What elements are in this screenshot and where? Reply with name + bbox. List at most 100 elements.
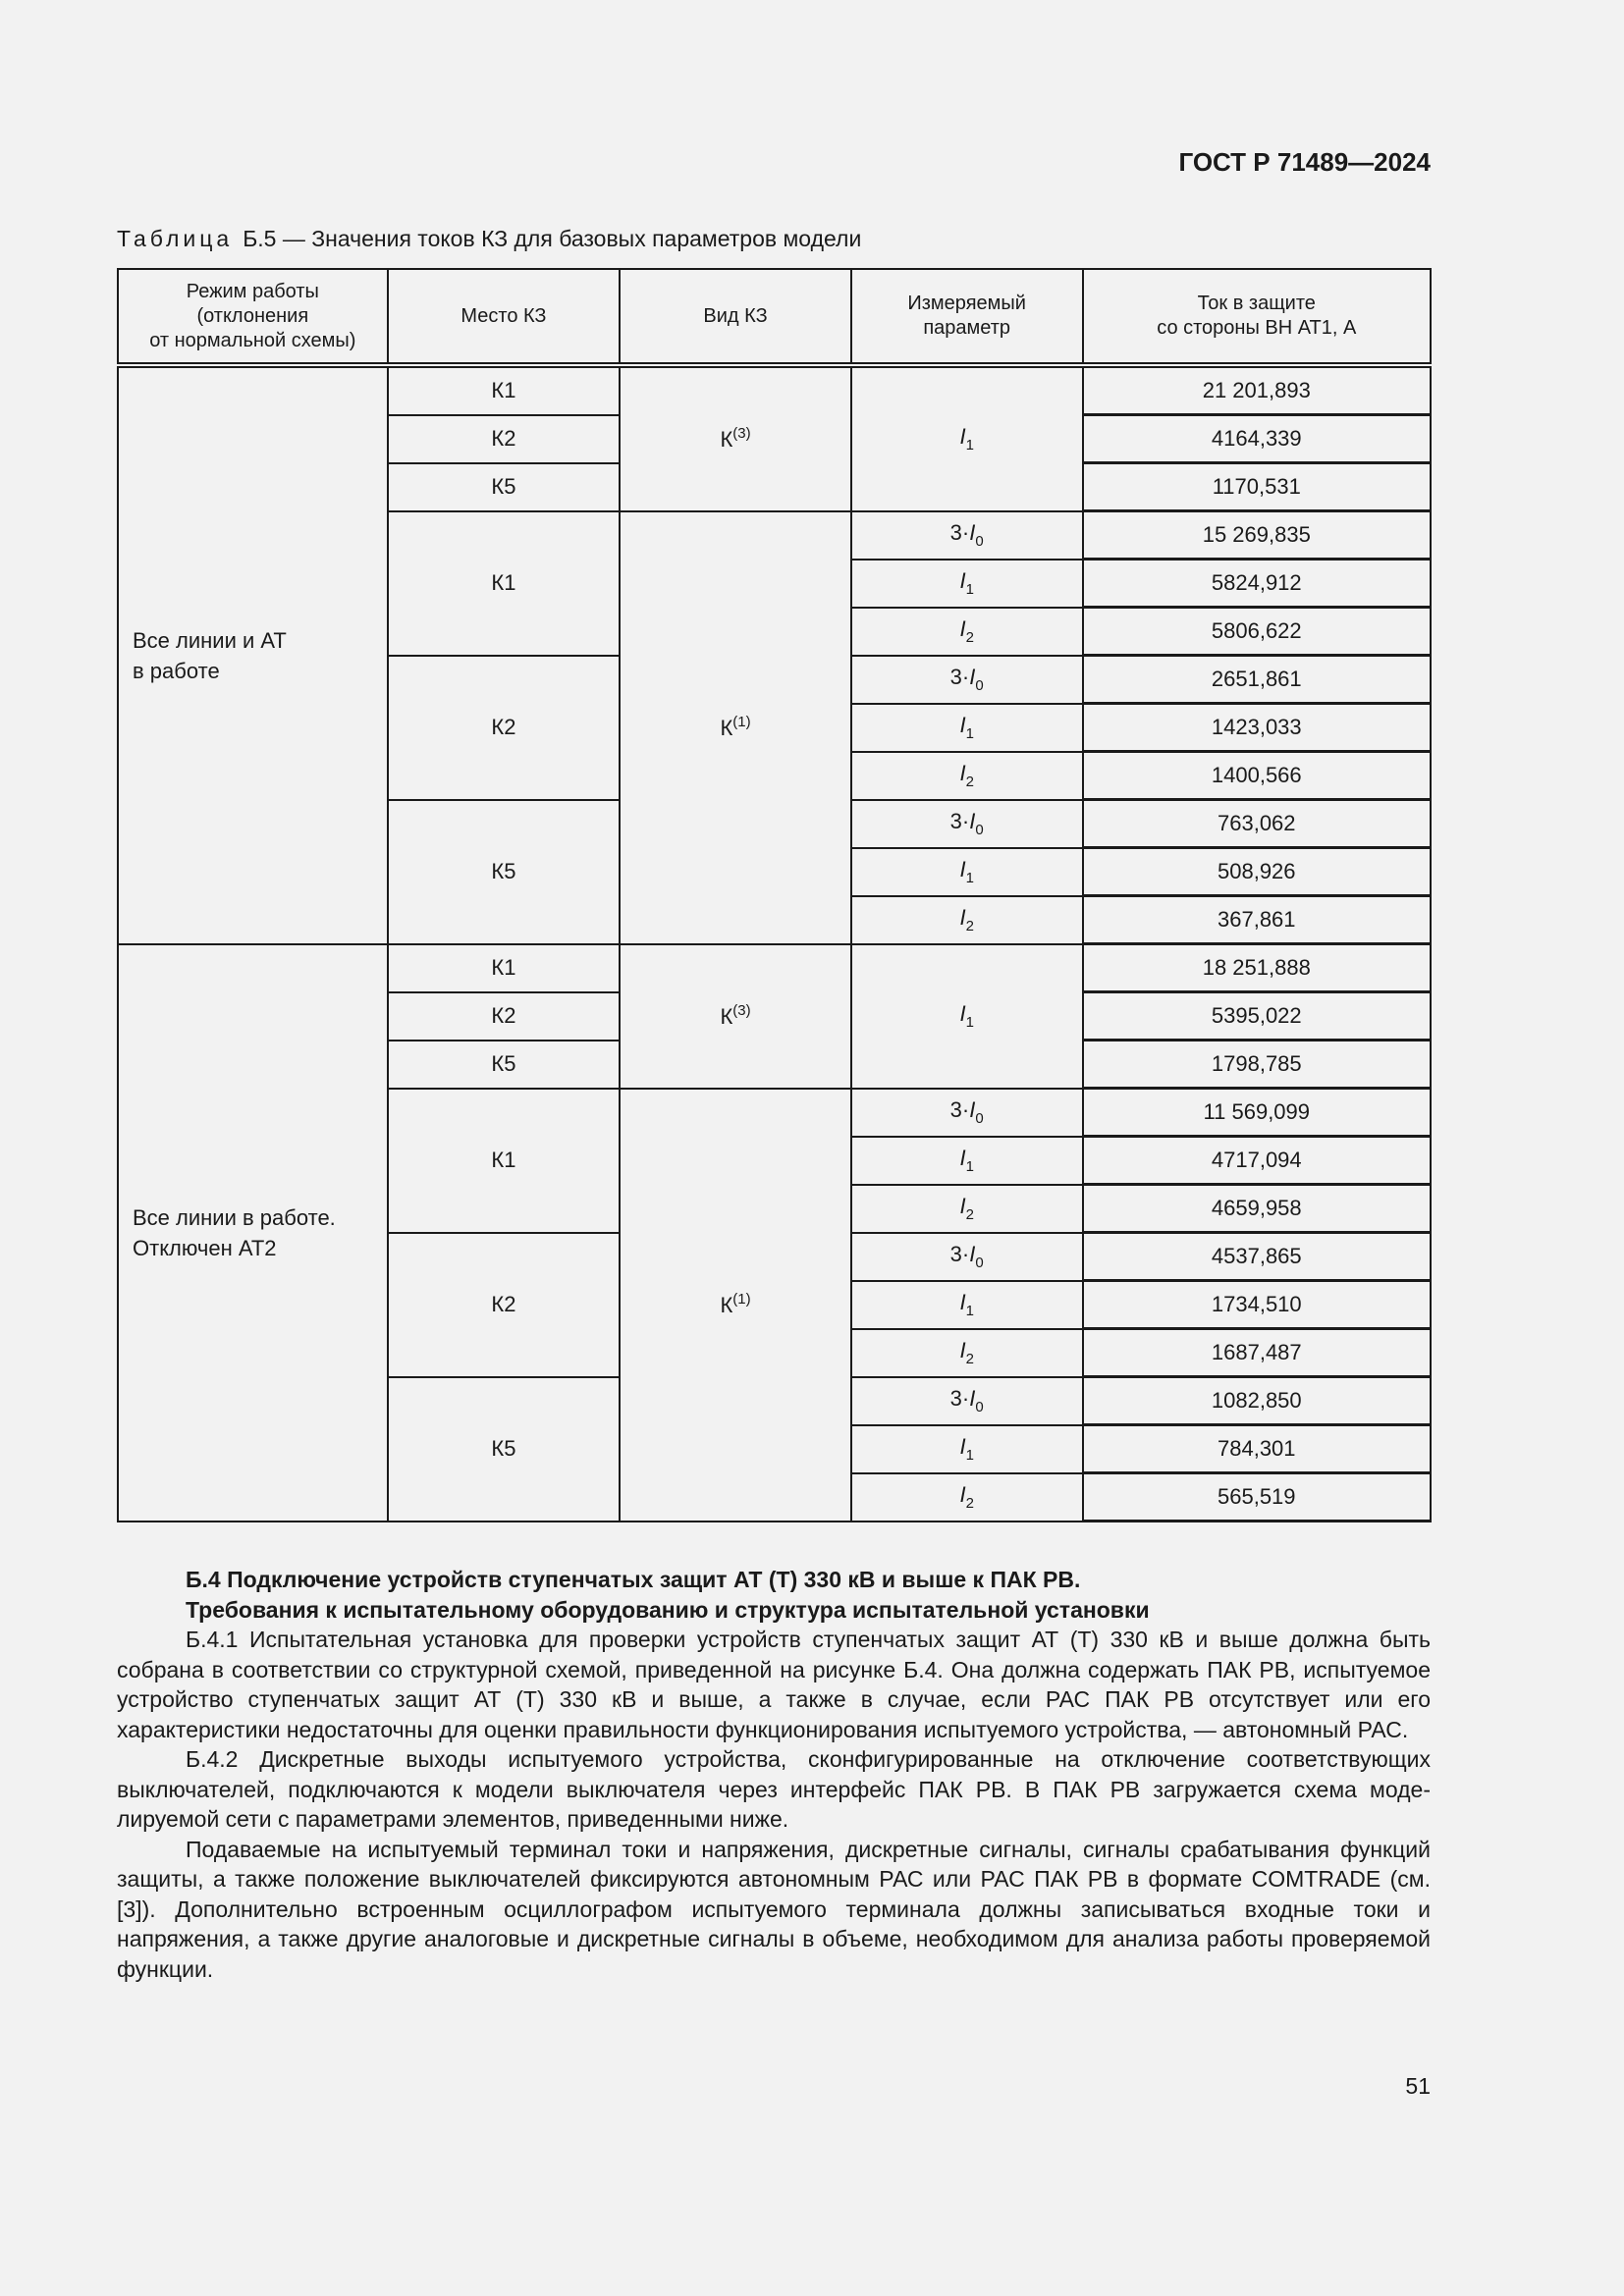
place-cell: К2 bbox=[386, 990, 622, 1041]
mode-cell: Все линии и АТ в работе bbox=[117, 364, 389, 945]
table-row: К1 К(1) 3·I0 11 569,099 bbox=[118, 1087, 1433, 1522]
current-value-cell: 11 569,099 bbox=[1081, 1087, 1433, 1138]
param-symbol: I bbox=[959, 1290, 966, 1314]
param-subscript: 1 bbox=[965, 725, 974, 742]
param-subscript: 0 bbox=[975, 1255, 984, 1271]
param-cell: I2 bbox=[849, 606, 1084, 657]
param-subscript: 0 bbox=[975, 677, 984, 694]
current-value-cell: 4717,094 bbox=[1081, 1135, 1433, 1186]
param-symbol: I bbox=[969, 809, 976, 833]
short-circuit-currents-table: Режим работы (отклонения от нормальной с… bbox=[117, 268, 1433, 1522]
table-row: I2 1400,566 bbox=[118, 750, 1433, 801]
table-row: I1 1734,510 bbox=[118, 1279, 1433, 1330]
current-value-cell: 763,062 bbox=[1081, 798, 1433, 849]
param-symbol: I bbox=[959, 568, 966, 593]
param-subscript: 2 bbox=[965, 1351, 974, 1367]
param-symbol: I bbox=[959, 1194, 966, 1218]
param-subscript: 0 bbox=[975, 822, 984, 838]
param-subscript: 1 bbox=[965, 581, 974, 598]
table-row: Все линии в работе. Отключен АТ2 К1 К(3) I1… bbox=[117, 942, 1433, 1522]
param-subscript: 0 bbox=[975, 533, 984, 550]
header-param: Измеряемый параметр bbox=[849, 268, 1084, 366]
section-heading-line1: Б.4 Подключение устройств ступенчатых за… bbox=[186, 1567, 1081, 1592]
current-value-cell: 5395,022 bbox=[1081, 990, 1433, 1041]
param-subscript: 2 bbox=[965, 1495, 974, 1512]
page-number: 51 bbox=[1405, 2073, 1431, 2099]
table-row: I1 784,301 bbox=[118, 1423, 1433, 1474]
place-cell: К2 bbox=[386, 413, 622, 464]
place-cell: К5 bbox=[386, 461, 622, 512]
type-cell: К(3) bbox=[619, 942, 852, 1090]
param-cell: I2 bbox=[849, 1183, 1084, 1234]
current-value-cell: 15 269,835 bbox=[1081, 509, 1433, 561]
param-prefix: 3· bbox=[949, 809, 970, 833]
param-cell: I1 bbox=[849, 558, 1084, 609]
header-type: Вид КЗ bbox=[619, 268, 852, 366]
current-value-cell: 18 251,888 bbox=[1081, 942, 1433, 993]
param-cell: I1 bbox=[849, 942, 1084, 1090]
header-mode: Режим работы (отклонения от нормальной с… bbox=[117, 268, 389, 366]
param-subscript: 0 bbox=[975, 1399, 984, 1415]
paragraph-recording: Подаваемые на испытуемый терминал токи и… bbox=[117, 1836, 1431, 1982]
param-symbol: I bbox=[959, 1482, 966, 1507]
param-symbol: I bbox=[959, 857, 966, 881]
param-symbol: I bbox=[969, 665, 976, 689]
current-value-cell: 1423,033 bbox=[1081, 702, 1433, 753]
place-cell: К5 bbox=[386, 1039, 622, 1090]
place-cell: К5 bbox=[386, 798, 622, 945]
type-symbol: К bbox=[720, 716, 733, 740]
param-cell: I1 bbox=[849, 364, 1084, 512]
type-symbol: К bbox=[720, 1293, 733, 1317]
param-subscript: 1 bbox=[965, 1447, 974, 1464]
param-symbol: I bbox=[969, 1386, 976, 1411]
param-subscript: 2 bbox=[965, 918, 974, 934]
param-symbol: I bbox=[959, 761, 966, 785]
param-subscript: 2 bbox=[965, 774, 974, 790]
type-superscript: (3) bbox=[732, 1002, 751, 1019]
place-cell: К5 bbox=[386, 1375, 622, 1522]
table-row: Все линии и АТ в работе К1 К(3) I1 21 201,89… bbox=[117, 363, 1433, 945]
param-subscript: 1 bbox=[965, 437, 974, 454]
current-value-cell: 565,519 bbox=[1081, 1471, 1433, 1522]
table-row: I2 4659,958 bbox=[118, 1183, 1433, 1234]
caption-text: Б.5 — Значения токов КЗ для базовых пара… bbox=[243, 226, 862, 251]
table-row: I1 4717,094 bbox=[118, 1135, 1433, 1186]
table-row: I2 367,861 bbox=[118, 894, 1433, 945]
table-row: I1 5824,912 bbox=[118, 558, 1433, 609]
param-subscript: 2 bbox=[965, 1206, 974, 1223]
paragraph-b42: Б.4.2 Дискретные выходы испытуемого устр… bbox=[117, 1746, 1431, 1832]
current-value-cell: 1687,487 bbox=[1081, 1327, 1433, 1378]
place-cell: К2 bbox=[386, 1231, 622, 1378]
param-cell: I2 bbox=[849, 1471, 1084, 1522]
table-row: К5 3·I0 1082,850 bbox=[118, 1375, 1433, 1522]
type-superscript: (1) bbox=[732, 714, 751, 730]
param-cell: I2 bbox=[849, 750, 1084, 801]
table-row: I2 5806,622 bbox=[118, 606, 1433, 657]
param-subscript: 1 bbox=[965, 1303, 974, 1319]
current-value-cell: 5824,912 bbox=[1081, 558, 1433, 609]
param-subscript: 1 bbox=[965, 1158, 974, 1175]
param-cell: 3·I0 bbox=[849, 1231, 1084, 1282]
current-value-cell: 1798,785 bbox=[1081, 1039, 1433, 1090]
table-header-row: Режим работы (отклонения от нормальной с… bbox=[117, 268, 1433, 366]
param-symbol: I bbox=[959, 616, 966, 641]
current-value-cell: 4659,958 bbox=[1081, 1183, 1433, 1234]
param-symbol: I bbox=[959, 1146, 966, 1170]
table-row: I2 1687,487 bbox=[118, 1327, 1433, 1378]
mode-cell: Все линии в работе. Отключен АТ2 bbox=[117, 942, 389, 1522]
param-cell: 3·I0 bbox=[849, 1375, 1084, 1426]
param-prefix: 3· bbox=[949, 1097, 970, 1122]
table-row: К5 1798,785 bbox=[118, 1039, 1433, 1090]
table-caption: Таблица Б.5 — Значения токов КЗ для базов… bbox=[117, 226, 861, 252]
place-cell: К1 bbox=[386, 1087, 622, 1234]
header-current: Ток в защите со стороны ВН АТ1, А bbox=[1081, 268, 1433, 366]
table-row: I1 1423,033 bbox=[118, 702, 1433, 753]
current-value-cell: 4164,339 bbox=[1081, 413, 1433, 464]
current-value-cell: 367,861 bbox=[1081, 894, 1433, 945]
param-cell: 3·I0 bbox=[849, 798, 1084, 849]
param-symbol: I bbox=[959, 424, 966, 450]
param-symbol: I bbox=[959, 905, 966, 930]
table-row: I1 508,926 bbox=[118, 846, 1433, 897]
type-cell: К(1) bbox=[619, 509, 852, 945]
paragraph-b41: Б.4.1 Испытательная установка для провер… bbox=[117, 1627, 1431, 1742]
